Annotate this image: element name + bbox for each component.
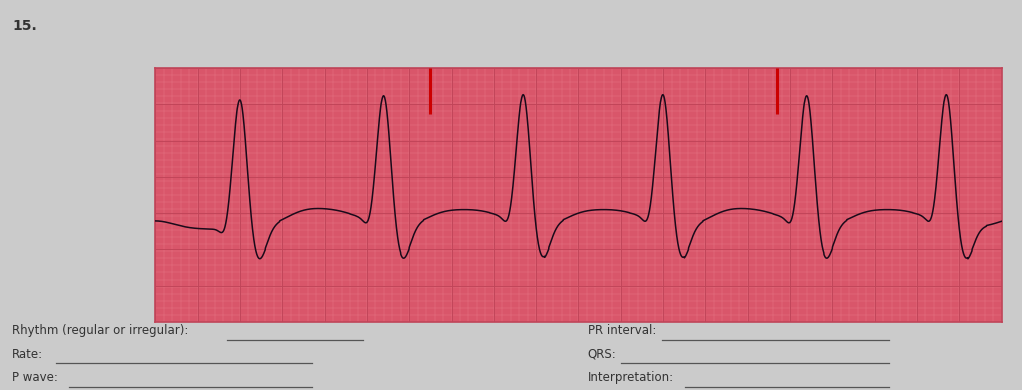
Text: Rhythm (regular or irregular):: Rhythm (regular or irregular):: [12, 324, 189, 337]
Text: P wave:: P wave:: [12, 371, 58, 384]
Text: Rate:: Rate:: [12, 348, 43, 361]
Text: 15.: 15.: [12, 20, 37, 34]
Text: Interpretation:: Interpretation:: [588, 371, 673, 384]
Text: PR interval:: PR interval:: [588, 324, 656, 337]
Text: QRS:: QRS:: [588, 348, 616, 361]
